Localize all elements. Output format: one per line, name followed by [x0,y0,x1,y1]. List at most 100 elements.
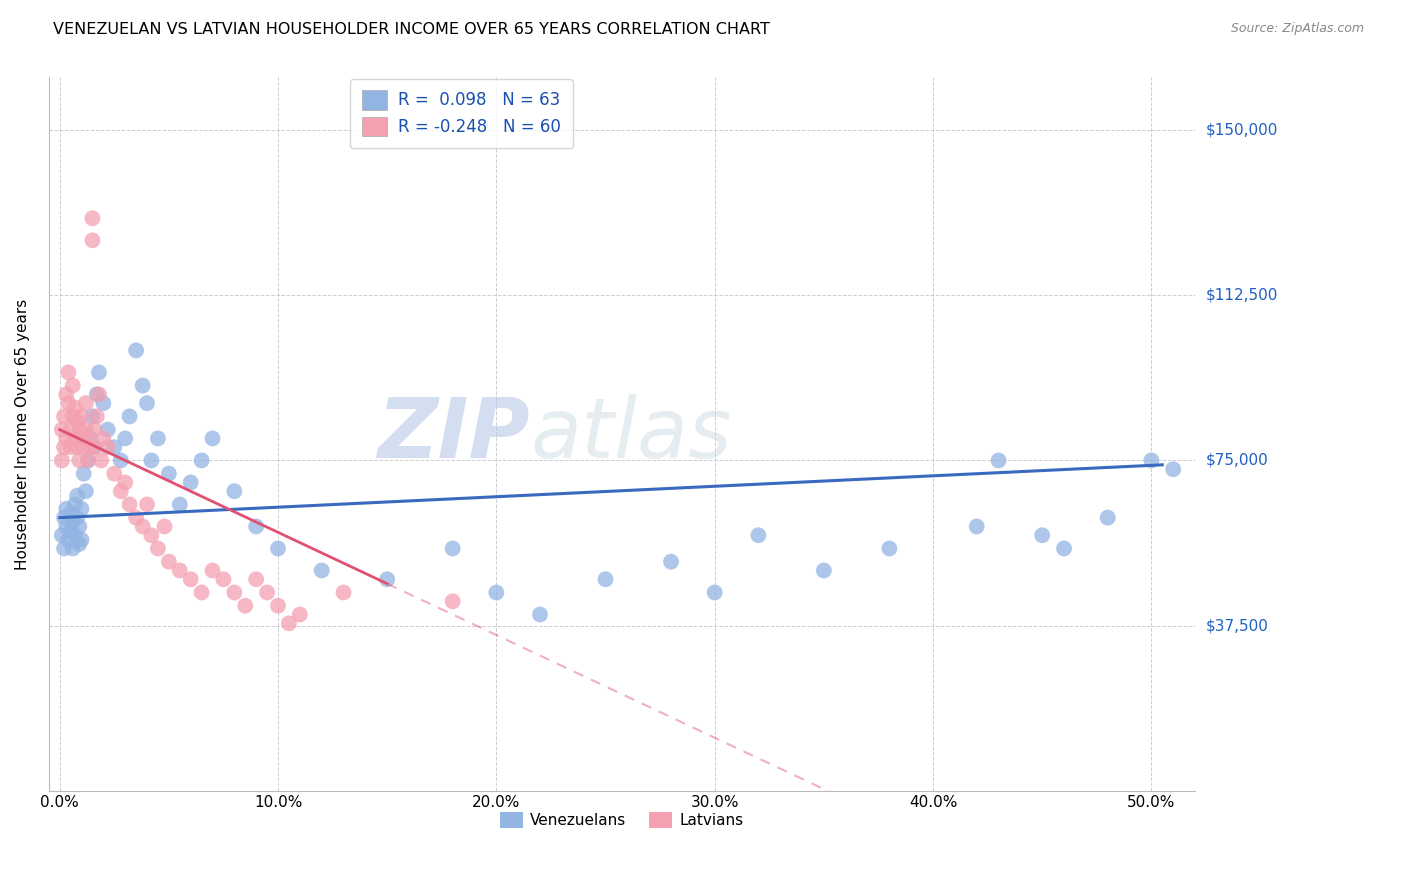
Point [90,453,112,467]
Point [62,409,84,424]
Text: $150,000: $150,000 [1206,123,1278,137]
Text: atlas: atlas [530,393,731,475]
Text: Source: ZipAtlas.com: Source: ZipAtlas.com [1230,22,1364,36]
Point [529,607,551,622]
Text: $112,500: $112,500 [1206,288,1278,303]
Point [86,409,108,424]
Point [256,585,278,599]
Point [201,564,224,578]
Point [485,585,508,599]
Point [58,533,80,547]
Point [67,519,90,533]
Point [63,498,86,512]
Point [70,409,93,424]
Point [51,453,73,467]
Point [125,343,148,358]
Point [75,484,97,499]
Point [53,510,76,524]
Point [87,387,110,401]
Point [114,475,136,490]
Point [62,515,84,529]
Point [245,519,267,533]
Point [987,453,1010,467]
Point [70,431,93,445]
Point [66,440,89,454]
Point [245,572,267,586]
Point [53,409,76,424]
Point [97,440,120,454]
Point [63,528,86,542]
Point [86,387,108,401]
Point [73,440,96,454]
Point [82,211,104,226]
Point [77,453,100,467]
Point [157,467,180,481]
Point [67,423,90,437]
Point [66,510,89,524]
Point [332,585,354,599]
Point [62,541,84,556]
Point [966,519,988,533]
Point [224,484,246,499]
Point [91,431,114,445]
Point [55,501,77,516]
Point [169,564,191,578]
Point [131,378,153,392]
Point [73,467,96,481]
Point [59,440,82,454]
Point [97,423,120,437]
Point [66,489,89,503]
Point [53,541,76,556]
Point [813,564,835,578]
Point [114,431,136,445]
Point [141,453,163,467]
Text: ZIP: ZIP [378,393,530,475]
Point [79,440,101,454]
Point [75,396,97,410]
Point [659,555,682,569]
Point [375,572,398,586]
Point [91,396,114,410]
Point [110,484,132,499]
Point [58,365,80,379]
Text: $37,500: $37,500 [1206,618,1270,633]
Point [169,498,191,512]
Point [441,541,464,556]
Point [131,519,153,533]
Point [53,440,76,454]
Point [267,599,290,613]
Point [212,572,235,586]
Point [55,519,77,533]
Point [63,431,86,445]
Point [224,585,246,599]
Point [83,423,105,437]
Point [233,599,256,613]
Point [747,528,769,542]
Point [180,572,202,586]
Point [55,387,77,401]
Point [70,501,93,516]
Point [136,498,159,512]
Point [277,616,299,631]
Point [180,475,202,490]
Point [1097,510,1119,524]
Point [118,498,141,512]
Point [66,414,89,428]
Point [267,541,290,556]
Point [311,564,333,578]
Point [1140,453,1163,467]
Point [83,440,105,454]
Point [70,533,93,547]
Point [595,572,617,586]
Point [63,401,86,415]
Point [77,453,100,467]
Point [146,431,169,445]
Point [82,409,104,424]
Point [77,431,100,445]
Point [103,467,125,481]
Point [82,233,104,247]
Point [83,440,105,454]
Point [59,423,82,437]
Point [58,396,80,410]
Point [67,453,90,467]
